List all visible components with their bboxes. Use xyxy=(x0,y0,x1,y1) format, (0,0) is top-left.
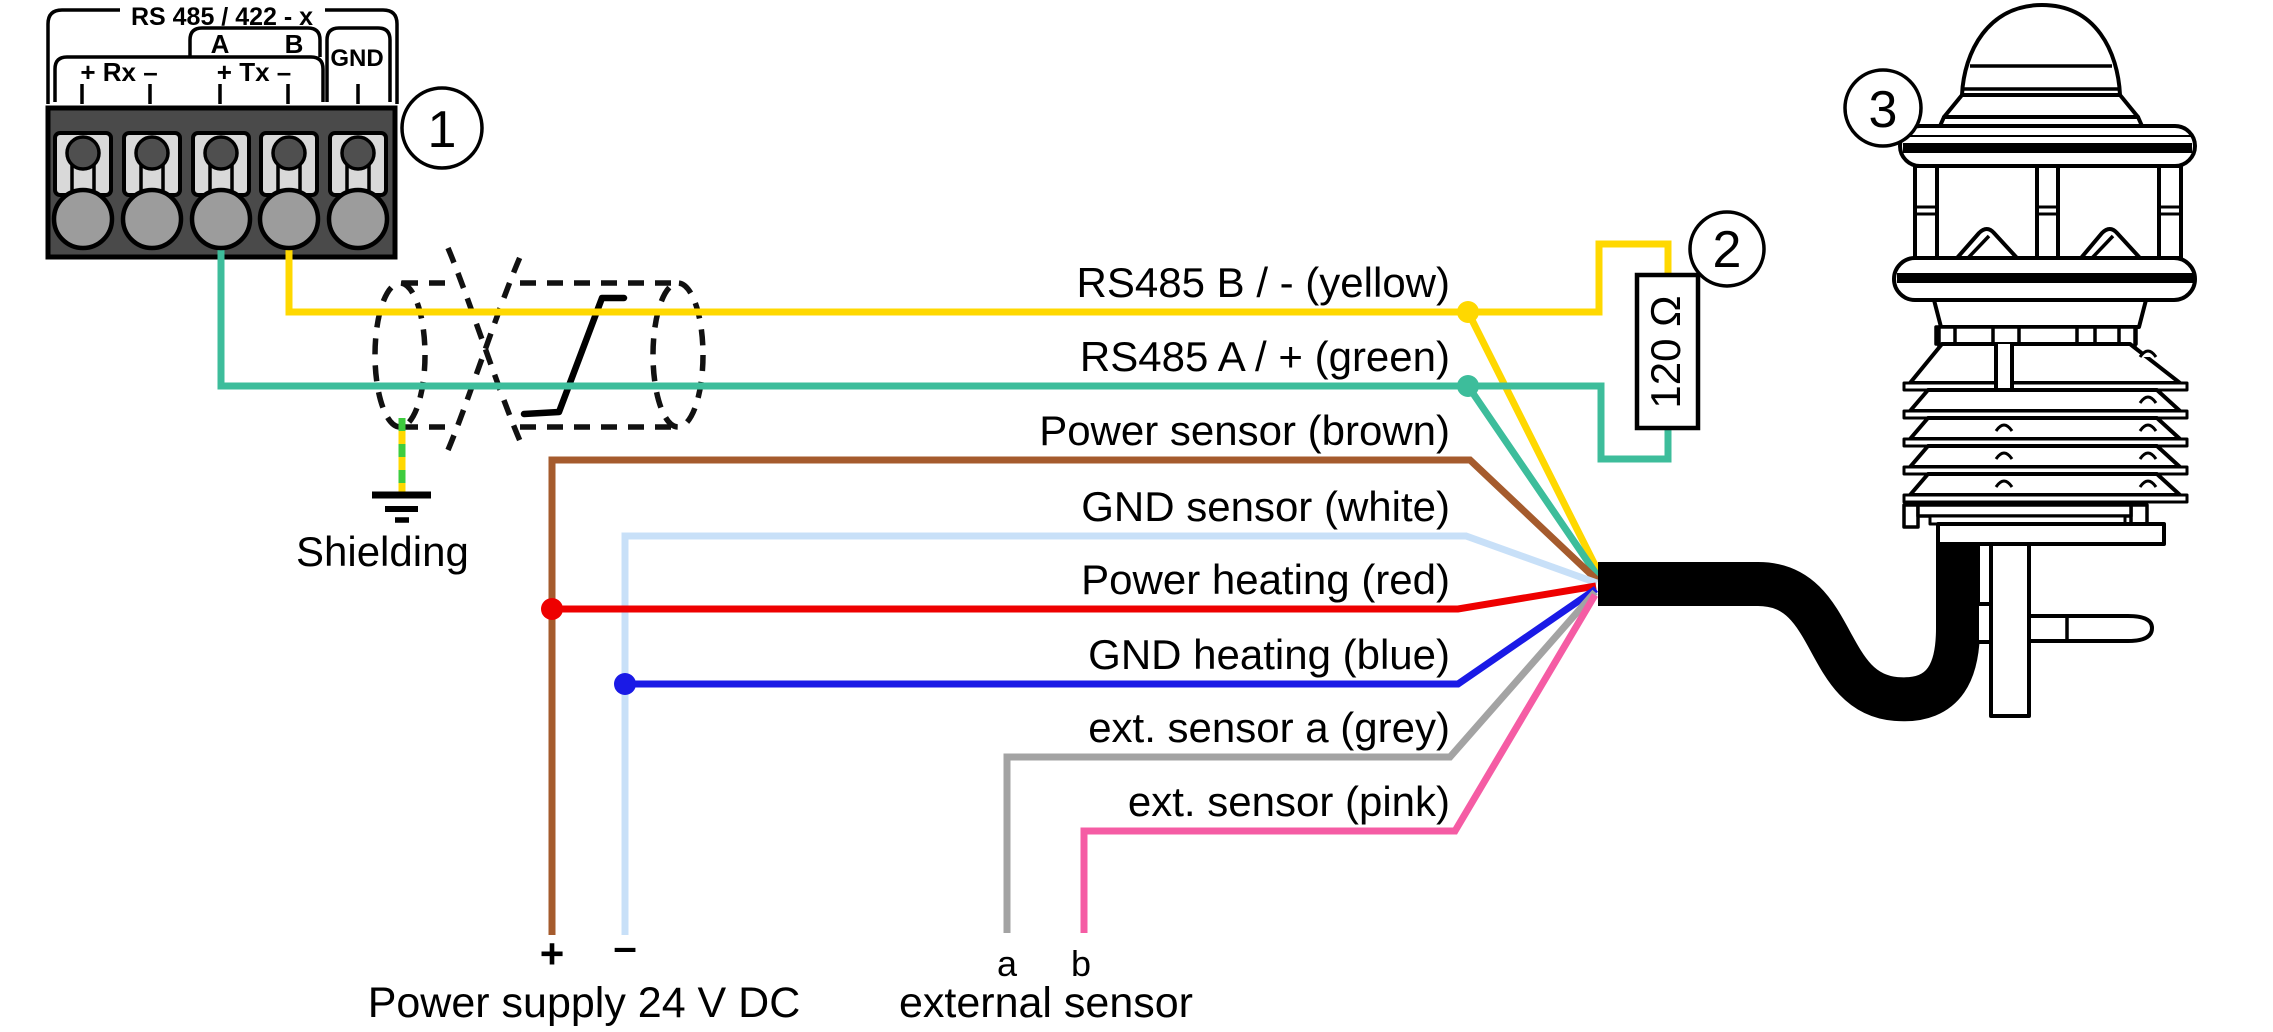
dome-skirt xyxy=(1942,93,2140,119)
wire-brown-power-sensor xyxy=(548,456,1601,935)
channel-b-label: B xyxy=(285,29,304,59)
ext-sensor-a-terminal: a xyxy=(997,943,1018,984)
bracket-rxtx xyxy=(53,55,325,102)
wire-green-rs485-a xyxy=(217,218,1672,580)
louver-cone-4 xyxy=(1908,444,2182,469)
shield-symbol xyxy=(372,246,706,452)
wing-left-line xyxy=(1966,234,1991,260)
power-supply-label: Power supply 24 V DC xyxy=(368,979,801,1027)
louver-cone-3 xyxy=(1908,416,2182,441)
terminal-screws xyxy=(51,187,390,251)
junction-dot-green xyxy=(1457,375,1479,397)
terminal-slot xyxy=(328,131,388,197)
wire-white-gnd-sensor xyxy=(621,532,1599,935)
bracket-tab-left xyxy=(1902,503,1920,529)
callout-2-number: 2 xyxy=(1713,221,1742,279)
wing-right-line xyxy=(2090,234,2115,260)
mount-post xyxy=(1989,542,2031,718)
wire-label-red: Power heating (red) xyxy=(1081,556,1450,603)
channel-a-label: A xyxy=(211,29,230,59)
terminal-labels: RS 485 / 422 - x A B GND + Rx – + Tx – xyxy=(80,3,383,87)
terminal-slot xyxy=(53,131,113,197)
plus-terminal: + xyxy=(540,930,565,977)
post-left xyxy=(1913,164,1939,260)
louver-cone-5 xyxy=(1908,472,2182,497)
bracket-bar-top xyxy=(1916,503,2133,518)
wire-blue-gnd-heating xyxy=(625,586,1598,688)
wire-label-grey: ext. sensor a (grey) xyxy=(1088,704,1450,751)
sensor-cable xyxy=(1598,538,1980,722)
shielding-label: Shielding xyxy=(296,528,469,575)
mount-arm xyxy=(2027,614,2154,643)
ground-symbol: Shielding xyxy=(296,418,469,575)
post-middle xyxy=(2035,164,2060,260)
callout-1-number: 1 xyxy=(428,101,457,159)
wire-label-brown: Power sensor (brown) xyxy=(1039,407,1450,454)
gnd-label: GND xyxy=(330,45,383,72)
wire-label-pink: ext. sensor (pink) xyxy=(1128,778,1450,825)
post-joints xyxy=(1915,205,2181,216)
tie-rod-notches xyxy=(1994,349,2158,488)
sensor-dome xyxy=(1960,3,2122,97)
bracket-ab xyxy=(188,26,322,57)
wire-label-white: GND sensor (white) xyxy=(1081,483,1450,530)
power-supply-labels: + – Power supply 24 V DC xyxy=(368,923,801,1027)
twist-symbol xyxy=(520,294,628,418)
terminal-slot xyxy=(191,131,251,197)
minus-terminal: – xyxy=(613,923,636,970)
neck-funnel xyxy=(1932,298,2148,329)
tx-row-label: + Tx – xyxy=(217,57,291,87)
bracket-plate xyxy=(1936,522,2166,546)
louver-cone-2 xyxy=(1908,388,2182,413)
shield-ellipse-right xyxy=(650,280,706,430)
wire-labels: RS485 B / - (yellow) RS485 A / + (green)… xyxy=(1039,259,1450,825)
terminal-slot xyxy=(122,131,182,197)
callout-2: 2 xyxy=(1688,210,1766,288)
wire-label-blue: GND heating (blue) xyxy=(1088,631,1450,678)
resistor-body xyxy=(1634,272,1701,431)
weather-sensor xyxy=(1892,3,2197,718)
louver-cone-1 xyxy=(1908,342,2182,385)
wire-grey-ext-sensor-a xyxy=(1003,589,1598,933)
wire-pink-ext-sensor xyxy=(1080,593,1599,933)
wire-label-yellow: RS485 B / - (yellow) xyxy=(1077,259,1450,306)
ext-sensor-b-terminal: b xyxy=(1071,943,1091,984)
louver-rim-5 xyxy=(1902,493,2189,504)
junction-dot-blue xyxy=(614,673,636,695)
resistor: 120 Ω xyxy=(1634,272,1701,431)
body-row-bar xyxy=(1934,325,2138,346)
rx-row-label: + Rx – xyxy=(80,57,157,87)
junction-dots xyxy=(541,301,1479,695)
callout-3-number: 3 xyxy=(1869,81,1898,139)
callout-1: 1 xyxy=(400,86,484,170)
wire-red-power-heating xyxy=(552,582,1597,613)
bracket-outer xyxy=(46,8,399,104)
callout-3: 3 xyxy=(1843,68,1923,148)
shield-twist-cross-1 xyxy=(445,246,527,452)
post-right xyxy=(2157,164,2183,260)
bracket-gnd xyxy=(325,26,392,102)
external-sensor-labels: a b external sensor xyxy=(899,943,1193,1027)
external-sensor-label: external sensor xyxy=(899,979,1193,1027)
junction-dot-yellow xyxy=(1457,301,1479,323)
wire-yellow-rs485-b xyxy=(285,218,1672,577)
shield-twist-cross-2 xyxy=(445,246,527,452)
pin-ticks xyxy=(80,84,360,104)
wires xyxy=(217,218,1672,935)
wire-label-green: RS485 A / + (green) xyxy=(1080,333,1450,380)
connector-title: RS 485 / 422 - x xyxy=(131,3,313,31)
terminal-slot xyxy=(259,131,319,197)
wing-right xyxy=(2079,227,2142,260)
terminal-slots xyxy=(53,131,388,197)
shield-ellipse-left xyxy=(372,280,428,430)
terminal-brackets xyxy=(46,8,399,104)
wing-left xyxy=(1955,227,2019,260)
resistor-value: 120 Ω xyxy=(1642,295,1689,408)
junction-dot-red xyxy=(541,598,563,620)
